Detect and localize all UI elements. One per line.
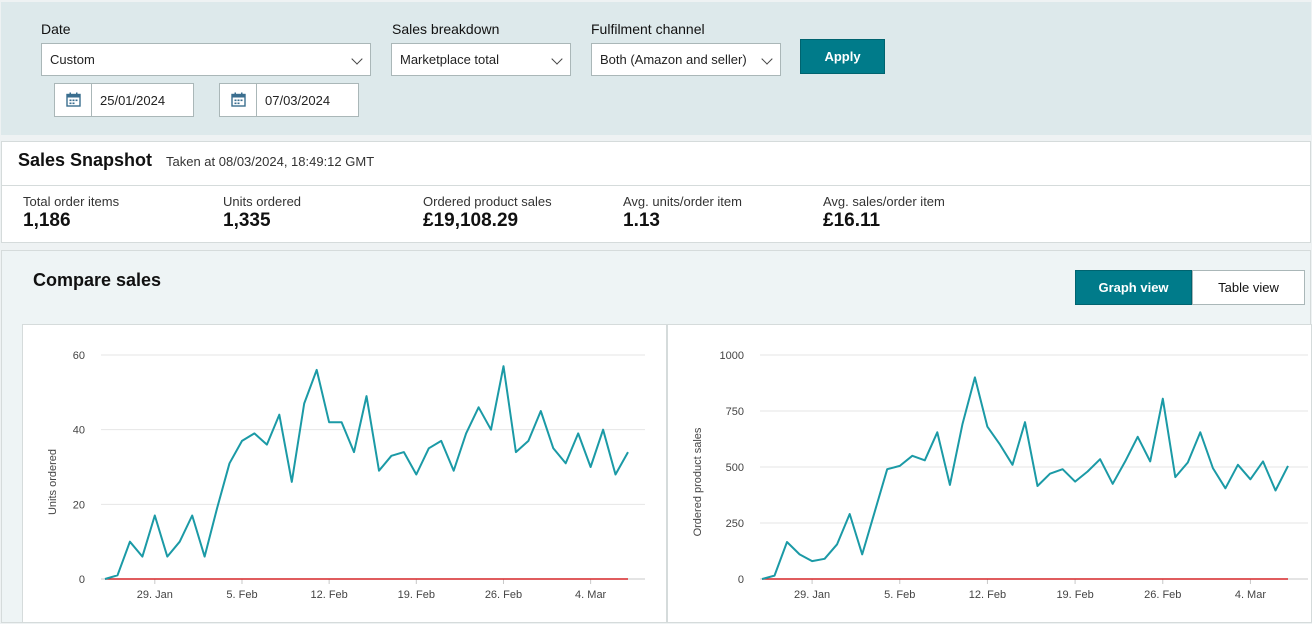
divider bbox=[2, 185, 1310, 186]
x-tick-label: 12. Feb bbox=[310, 589, 347, 601]
metric-label: Avg. sales/order item bbox=[823, 194, 945, 209]
x-tick-label: 4. Mar bbox=[1235, 589, 1267, 601]
series-line-current bbox=[104, 365, 629, 580]
sales-snapshot-panel: Sales Snapshot Taken at 08/03/2024, 18:4… bbox=[1, 141, 1311, 243]
series-line-current bbox=[761, 376, 1289, 580]
x-tick-label: 4. Mar bbox=[575, 589, 607, 601]
calendar-icon[interactable] bbox=[220, 84, 257, 116]
fulfilment-channel-select[interactable]: Both (Amazon and seller) bbox=[591, 43, 781, 76]
x-tick-label: 29. Jan bbox=[794, 589, 830, 601]
snapshot-title: Sales Snapshot bbox=[18, 150, 153, 170]
filters-panel: Date Custom 25/01/2024 07/03/2024 Sales … bbox=[1, 2, 1311, 135]
table-view-button[interactable]: Table view bbox=[1192, 270, 1305, 305]
metric-value: £19,108.29 bbox=[423, 210, 519, 231]
x-tick-label: 19. Feb bbox=[1056, 589, 1093, 601]
date-label: Date bbox=[41, 21, 71, 37]
units-ordered-chart: 0 20 40 60 29. Jan 5. Feb 12. Feb 19. Feb 26. Fe… bbox=[47, 350, 645, 601]
y-tick-label: 250 bbox=[726, 518, 744, 530]
metric-value: 1,335 bbox=[223, 210, 271, 231]
sales-breakdown-select[interactable]: Marketplace total bbox=[391, 43, 571, 76]
y-tick-label: 500 bbox=[726, 462, 744, 474]
x-tick-label: 5. Feb bbox=[884, 589, 915, 601]
metric-value: 1.13 bbox=[623, 210, 660, 231]
sales-chart: 0 250 500 750 1000 29. Jan 5. Feb 12. Feb 19. Fe… bbox=[692, 350, 1308, 601]
chevron-down-icon bbox=[761, 53, 773, 65]
apply-button[interactable]: Apply bbox=[800, 39, 885, 74]
metric-avg-units-per-item: Avg. units/order item 1.13 bbox=[623, 194, 742, 232]
metric-label: Units ordered bbox=[223, 194, 302, 209]
y-tick-label: 1000 bbox=[720, 350, 744, 362]
metric-label: Ordered product sales bbox=[423, 194, 552, 209]
fulfilment-channel-label: Fulfilment channel bbox=[591, 21, 705, 37]
date-range-select[interactable]: Custom bbox=[41, 43, 371, 76]
metric-label: Avg. units/order item bbox=[623, 194, 742, 209]
end-date-field[interactable]: 07/03/2024 bbox=[219, 83, 359, 117]
y-tick-label: 40 bbox=[73, 425, 85, 437]
metric-label: Total order items bbox=[23, 194, 120, 209]
chevron-down-icon bbox=[551, 53, 563, 65]
y-axis-label: Ordered product sales bbox=[692, 427, 704, 536]
snapshot-timestamp: Taken at 08/03/2024, 18:49:12 GMT bbox=[166, 154, 375, 169]
metric-value: 1,186 bbox=[23, 210, 71, 231]
chevron-down-icon bbox=[351, 53, 363, 65]
date-range-value: Custom bbox=[50, 52, 95, 67]
metric-value: £16.11 bbox=[823, 210, 881, 231]
sales-breakdown-label: Sales breakdown bbox=[392, 21, 500, 37]
y-axis-label: Units ordered bbox=[47, 449, 59, 515]
metric-total-order-items: Total order items 1,186 bbox=[23, 194, 119, 232]
graph-view-button[interactable]: Graph view bbox=[1075, 270, 1192, 305]
y-tick-label: 20 bbox=[73, 499, 85, 511]
metric-ordered-product-sales: Ordered product sales £19,108.29 bbox=[423, 194, 552, 232]
y-tick-label: 750 bbox=[726, 406, 744, 418]
compare-sales-title: Compare sales bbox=[33, 270, 162, 290]
x-tick-label: 5. Feb bbox=[226, 589, 257, 601]
start-date-value: 25/01/2024 bbox=[100, 93, 166, 108]
x-tick-label: 26. Feb bbox=[485, 589, 522, 601]
start-date-field[interactable]: 25/01/2024 bbox=[54, 83, 194, 117]
metric-units-ordered: Units ordered 1,335 bbox=[223, 194, 301, 232]
units-ordered-chart-panel: 0 20 40 60 29. Jan 5. Feb 12. Feb 19. Feb 26. Fe… bbox=[22, 324, 667, 623]
x-tick-label: 26. Feb bbox=[1144, 589, 1181, 601]
end-date-value: 07/03/2024 bbox=[265, 93, 331, 108]
x-tick-label: 12. Feb bbox=[969, 589, 1006, 601]
x-tick-label: 19. Feb bbox=[398, 589, 435, 601]
sales-chart-panel: 0 250 500 750 1000 29. Jan 5. Feb 12. Feb 19. Fe… bbox=[667, 324, 1312, 623]
sales-breakdown-value: Marketplace total bbox=[400, 52, 499, 67]
x-tick-label: 29. Jan bbox=[137, 589, 173, 601]
fulfilment-channel-value: Both (Amazon and seller) bbox=[600, 52, 747, 67]
y-tick-label: 0 bbox=[738, 574, 744, 586]
y-tick-label: 0 bbox=[79, 574, 85, 586]
y-tick-label: 60 bbox=[73, 350, 85, 362]
calendar-icon[interactable] bbox=[55, 84, 92, 116]
metric-avg-sales-per-item: Avg. sales/order item £16.11 bbox=[823, 194, 945, 232]
